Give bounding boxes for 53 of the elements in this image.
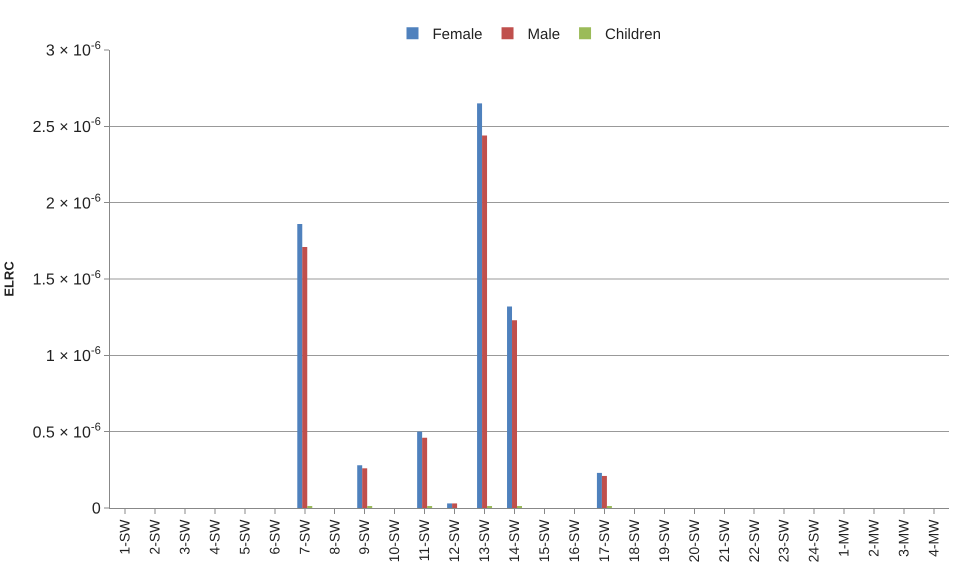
x-tick-label: 22-SW	[746, 518, 762, 562]
bar	[357, 465, 362, 508]
x-tick-label: 1-SW	[116, 518, 133, 555]
bar	[507, 306, 512, 508]
bar	[447, 503, 452, 508]
y-tick-label: 0	[92, 500, 101, 518]
x-tick-label: 2-MW	[866, 518, 882, 557]
x-tick-label: 21-SW	[716, 518, 732, 562]
bar	[596, 472, 602, 508]
x-tick-label: 7-SW	[296, 518, 312, 555]
y-tick-label: 0.5 × 10$^{-6}$	[32, 422, 101, 442]
x-tick-label: 15-SW	[536, 518, 552, 562]
x-tick-label: 11-SW	[416, 518, 432, 562]
x-tick-label: 9-SW	[356, 518, 372, 555]
x-tick-label: 24-SW	[806, 518, 822, 562]
x-tick-label: 3-MW	[896, 518, 912, 557]
bar	[297, 224, 302, 508]
x-tick-label: 1-MW	[836, 518, 852, 557]
x-tick-label: 4-MW	[926, 518, 942, 557]
x-tick-label: 10-SW	[386, 518, 402, 562]
bar	[477, 103, 482, 508]
y-tick-label: 1.5 × 10$^{-6}$	[32, 268, 101, 289]
x-tick-label: 23-SW	[776, 518, 792, 562]
bar	[422, 438, 428, 508]
x-tick-label: 20-SW	[686, 518, 702, 562]
x-tick-label: 4-SW	[206, 518, 222, 555]
x-tick-label: 19-SW	[656, 518, 672, 562]
legend-label: Male	[528, 26, 560, 44]
bar	[512, 320, 518, 508]
x-tick-label: 3-SW	[176, 518, 192, 555]
y-tick-label: 2 × 10$^{-6}$	[46, 192, 101, 212]
x-tick-label: 13-SW	[476, 518, 492, 562]
bar	[482, 135, 488, 508]
legend-label: Female	[432, 26, 483, 44]
bar	[302, 246, 308, 508]
y-tick-label: 3 × 10$^{-6}$	[46, 40, 101, 60]
x-tick-label: 8-SW	[326, 518, 342, 555]
x-tick-label: 16-SW	[566, 518, 582, 562]
y-tick-label: 1 × 10$^{-6}$	[46, 345, 101, 365]
y-tick-label: 2.5 × 10$^{-6}$	[32, 116, 101, 136]
bar	[602, 476, 607, 508]
bar	[362, 468, 368, 508]
bar	[417, 432, 422, 508]
bar	[452, 503, 458, 508]
x-tick-label: 12-SW	[446, 518, 462, 562]
x-tick-label: 6-SW	[266, 518, 282, 555]
x-tick-label: 2-SW	[146, 518, 162, 555]
x-tick-label: 5-SW	[236, 518, 252, 555]
x-tick-label: 17-SW	[596, 518, 612, 562]
x-tick-label: 18-SW	[626, 518, 642, 562]
legend-label: Children	[605, 26, 661, 44]
x-tick-label: 14-SW	[506, 518, 522, 562]
y-axis-title: ELRC	[2, 260, 17, 297]
